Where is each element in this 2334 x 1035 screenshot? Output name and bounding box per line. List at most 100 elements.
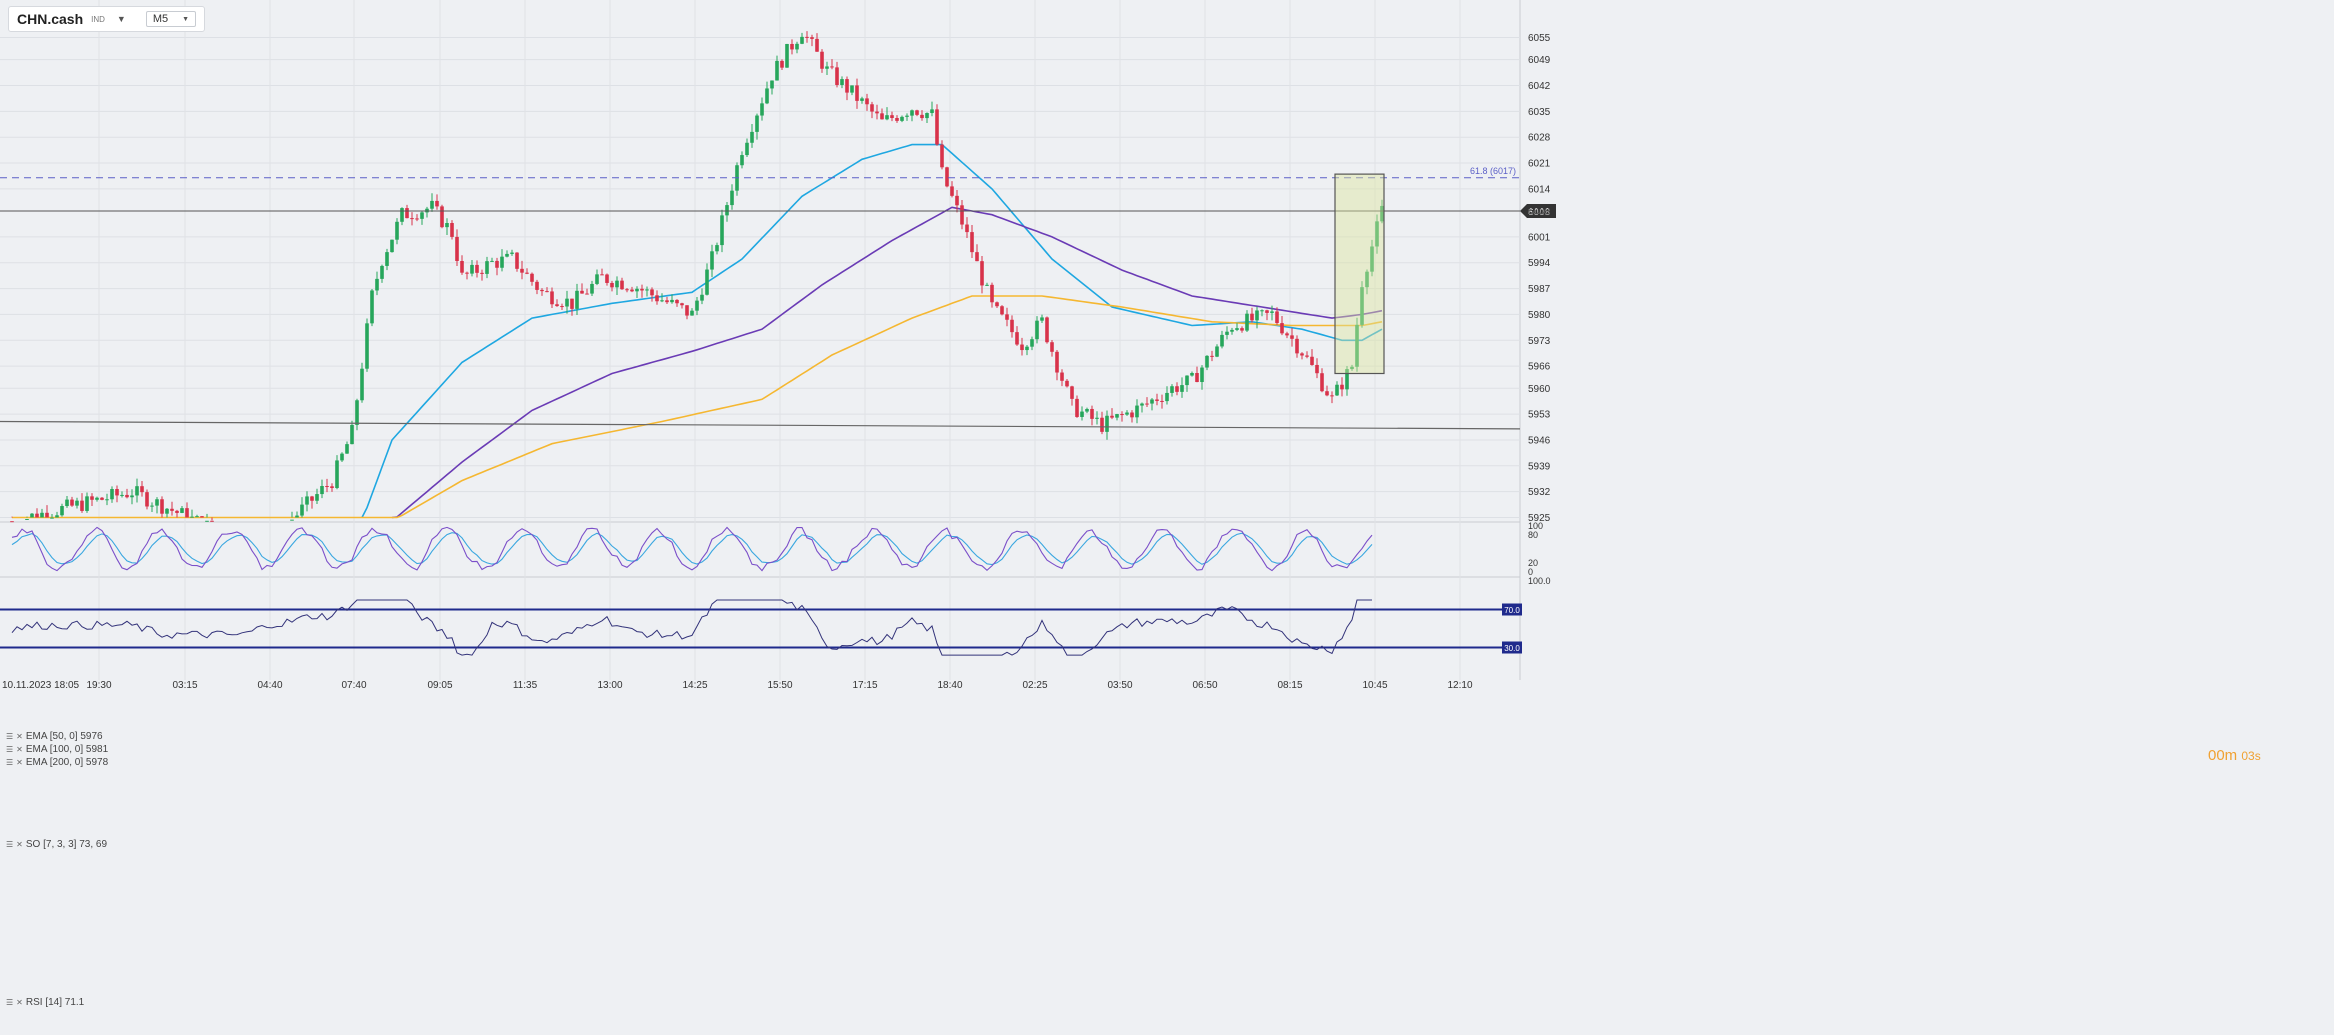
candle-body	[1130, 412, 1134, 418]
candle-body	[585, 293, 589, 295]
candle-body	[45, 512, 49, 518]
settings-icon[interactable]: ☰	[6, 998, 14, 1007]
candle-body	[370, 290, 374, 324]
candle-body	[1245, 313, 1249, 331]
ema50-line	[361, 143, 1383, 518]
settings-icon[interactable]: ☰	[6, 732, 14, 741]
candle-body	[785, 43, 789, 68]
current-price-tag	[1520, 204, 1556, 219]
candle-body	[445, 223, 449, 228]
candle-body	[980, 261, 984, 286]
candle-body	[65, 499, 69, 507]
candle-body	[1120, 414, 1124, 416]
rsi-level-label: 70.0	[1504, 606, 1520, 615]
candle-body	[505, 253, 509, 257]
candle-body	[830, 66, 834, 68]
candle-body	[870, 104, 874, 112]
candle-body	[950, 186, 954, 196]
candle-body	[330, 486, 334, 489]
candle-body	[630, 289, 634, 292]
candle-body	[1345, 369, 1349, 390]
close-icon[interactable]: ✕	[16, 758, 23, 767]
settings-icon[interactable]: ☰	[6, 840, 14, 849]
candle-body	[810, 37, 814, 39]
candle-body	[535, 281, 539, 290]
candle-body	[105, 499, 109, 501]
close-icon[interactable]: ✕	[16, 745, 23, 754]
settings-icon[interactable]: ☰	[6, 758, 14, 767]
rsi-legend[interactable]: ☰ ✕ RSI [14] 71.1	[6, 997, 84, 1008]
candle-body	[805, 36, 809, 38]
candle-body	[1375, 221, 1379, 247]
candle-body	[120, 494, 124, 496]
candle-body	[780, 60, 784, 68]
time-tick-label: 08:15	[1277, 680, 1302, 691]
candle-body	[1040, 317, 1044, 321]
candle-body	[940, 144, 944, 168]
candle-body	[655, 295, 659, 302]
candle-body	[1240, 328, 1244, 331]
candle-body	[1315, 364, 1319, 374]
candle-body	[645, 289, 649, 291]
candle-body	[1330, 395, 1334, 397]
symbol-name[interactable]: CHN.cash	[17, 11, 84, 27]
candle-body	[1075, 398, 1079, 417]
candle-body	[200, 516, 204, 518]
candle-body	[430, 200, 434, 209]
candle-body	[400, 208, 404, 222]
candle-body	[1170, 386, 1174, 393]
candle-body	[95, 497, 99, 500]
ema200-legend[interactable]: ☰ ✕ EMA [200, 0] 5978	[6, 757, 108, 768]
current-price-label: 6008	[1528, 207, 1551, 218]
close-icon[interactable]: ✕	[16, 732, 23, 741]
candle-body	[685, 305, 689, 316]
candle-body	[1160, 400, 1164, 402]
stoch-tick-label: 0	[1528, 567, 1533, 577]
timeframe-select[interactable]: M5 ▼	[145, 11, 197, 27]
ema50-legend[interactable]: ☰ ✕ EMA [50, 0] 5976	[6, 731, 103, 742]
close-icon[interactable]: ✕	[16, 840, 23, 849]
candle-body	[460, 261, 464, 273]
candle-body	[955, 195, 959, 206]
candle-body	[610, 282, 614, 288]
candle-body	[820, 51, 824, 69]
fib-level-label: 61.8 (6017)	[1470, 166, 1516, 176]
price-tick-label: 5980	[1528, 310, 1551, 321]
candle-body	[1350, 366, 1354, 370]
candle-body	[710, 251, 714, 270]
symbol-dropdown-icon[interactable]: ▼	[116, 14, 126, 24]
candle-body	[490, 260, 494, 262]
candle-body	[420, 212, 424, 219]
candle-body	[1005, 314, 1009, 320]
candle-body	[1135, 405, 1139, 418]
candle-body	[410, 218, 414, 220]
candle-body	[1295, 338, 1299, 354]
candle-body	[385, 252, 389, 266]
rsi-level-tag	[1502, 641, 1522, 654]
candle-body	[1155, 399, 1159, 401]
time-tick-label: 12:10	[1447, 680, 1472, 691]
candle-body	[1000, 306, 1004, 315]
candle-body	[930, 109, 934, 114]
symbol-toolbar[interactable]: CHN.cash IND ▼ M5 ▼	[8, 6, 206, 32]
candle-body	[80, 500, 84, 511]
ema100-legend[interactable]: ☰ ✕ EMA [100, 0] 5981	[6, 744, 108, 755]
price-tick-label: 5960	[1528, 384, 1551, 395]
candle-body	[1015, 332, 1019, 345]
candle-body	[55, 515, 59, 518]
close-icon[interactable]: ✕	[16, 998, 23, 1007]
candle-body	[1140, 403, 1144, 406]
candle-body	[295, 515, 299, 518]
candle-body	[545, 291, 549, 293]
candle-body	[550, 291, 554, 305]
stoch-legend[interactable]: ☰ ✕ SO [7, 3, 3] 73, 69	[6, 839, 107, 850]
candle-body	[150, 505, 154, 507]
candle-body	[320, 486, 324, 495]
candle-body	[210, 520, 214, 522]
candle-body	[1025, 346, 1029, 351]
settings-icon[interactable]: ☰	[6, 745, 14, 754]
candle-body	[1100, 417, 1104, 432]
countdown-minutes: 00m	[2208, 747, 2238, 764]
candle-body	[1045, 317, 1049, 343]
